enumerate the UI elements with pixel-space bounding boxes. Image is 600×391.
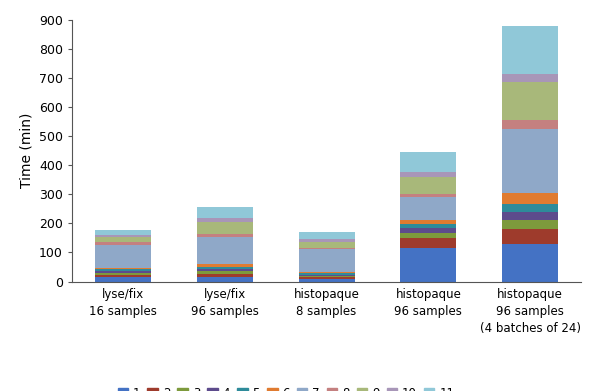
Bar bbox=[197, 267, 253, 269]
Bar bbox=[400, 248, 457, 282]
Bar bbox=[197, 271, 253, 274]
Bar bbox=[299, 276, 355, 277]
Legend: 1, 2, 3, 4, 5, 6, 7, 8, 9, 10, 11: 1, 2, 3, 4, 5, 6, 7, 8, 9, 10, 11 bbox=[118, 387, 454, 391]
Bar bbox=[95, 242, 151, 245]
Bar bbox=[299, 277, 355, 279]
Bar bbox=[502, 204, 558, 212]
Bar bbox=[400, 224, 457, 228]
Bar bbox=[95, 237, 151, 242]
Bar bbox=[400, 172, 457, 177]
Bar bbox=[299, 273, 355, 274]
Bar bbox=[400, 194, 457, 197]
Bar bbox=[95, 268, 151, 269]
Bar bbox=[502, 221, 558, 229]
Bar bbox=[197, 277, 253, 282]
Bar bbox=[502, 193, 558, 204]
Bar bbox=[197, 274, 253, 277]
Bar bbox=[95, 245, 151, 268]
Bar bbox=[400, 233, 457, 238]
Bar bbox=[502, 26, 558, 74]
Y-axis label: Time (min): Time (min) bbox=[19, 113, 34, 188]
Bar bbox=[502, 120, 558, 129]
Bar bbox=[502, 82, 558, 120]
Bar bbox=[502, 244, 558, 282]
Bar bbox=[299, 272, 355, 273]
Bar bbox=[299, 249, 355, 272]
Bar bbox=[197, 222, 253, 234]
Bar bbox=[400, 197, 457, 221]
Bar bbox=[502, 212, 558, 221]
Bar bbox=[299, 232, 355, 239]
Bar bbox=[299, 279, 355, 282]
Bar bbox=[400, 221, 457, 224]
Bar bbox=[95, 273, 151, 275]
Bar bbox=[197, 237, 253, 264]
Bar bbox=[197, 207, 253, 218]
Bar bbox=[400, 228, 457, 233]
Bar bbox=[400, 238, 457, 248]
Bar bbox=[197, 269, 253, 271]
Bar bbox=[502, 74, 558, 82]
Bar bbox=[400, 152, 457, 172]
Bar bbox=[299, 239, 355, 242]
Bar bbox=[95, 230, 151, 235]
Bar bbox=[299, 242, 355, 248]
Bar bbox=[197, 218, 253, 222]
Bar bbox=[95, 277, 151, 282]
Bar bbox=[95, 269, 151, 271]
Bar bbox=[299, 274, 355, 276]
Bar bbox=[400, 177, 457, 194]
Bar bbox=[95, 235, 151, 237]
Bar bbox=[197, 264, 253, 267]
Bar bbox=[95, 275, 151, 277]
Bar bbox=[197, 234, 253, 237]
Bar bbox=[502, 229, 558, 244]
Bar bbox=[95, 271, 151, 273]
Bar bbox=[502, 129, 558, 193]
Bar bbox=[299, 248, 355, 249]
